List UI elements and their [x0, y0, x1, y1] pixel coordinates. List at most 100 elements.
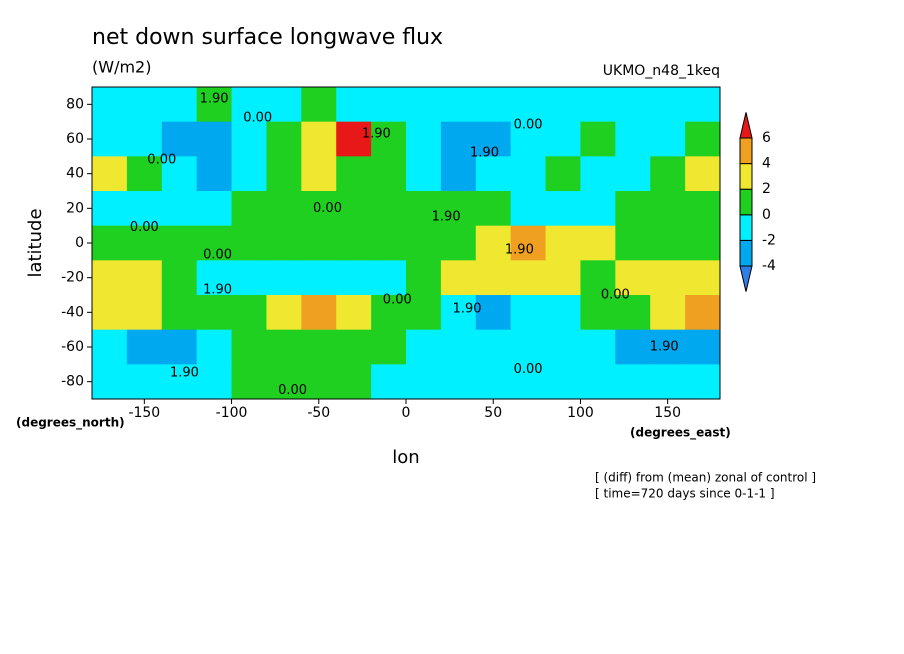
contour-cell [266, 364, 302, 400]
contour-cell [615, 121, 651, 157]
contour-cell [475, 295, 512, 331]
colorbar-label: 0 [762, 207, 771, 223]
contour-cell [615, 87, 651, 123]
contour-cell [92, 364, 128, 400]
contour-cell [301, 364, 337, 400]
contour-cell [650, 191, 686, 227]
contour-cell [580, 121, 616, 157]
contour-cell [196, 87, 233, 123]
x-tick-label: 0 [402, 405, 411, 421]
contour-label: 1.90 [362, 126, 391, 141]
subtitle: (W/m2) [92, 58, 151, 77]
colorbar-label: 6 [762, 130, 771, 146]
contour-cell [510, 329, 547, 365]
contour-cell [440, 329, 477, 365]
contour-cell [92, 87, 128, 123]
contour-label: 0.00 [514, 362, 543, 377]
contour-cell [580, 329, 616, 365]
contour-cell [371, 329, 407, 365]
contour-cell [196, 364, 233, 400]
colorbar-label: 2 [762, 181, 771, 197]
contour-cell [266, 191, 302, 227]
contour-cell [231, 121, 267, 157]
contour-cell [92, 295, 128, 331]
contour-label: 0.00 [383, 293, 412, 308]
contour-cell [406, 295, 442, 331]
contour-cell [336, 87, 372, 123]
x-tick-label: -150 [128, 405, 160, 421]
contour-cell [580, 156, 616, 192]
contour-cell [336, 260, 372, 296]
contour-cell [231, 260, 267, 296]
contour-cell [685, 329, 721, 365]
contour-cell [475, 87, 512, 123]
contour-cell [475, 329, 512, 365]
contour-cell [440, 121, 477, 157]
contour-cell [440, 364, 477, 400]
contour-cell [510, 87, 547, 123]
contour-cell [336, 364, 372, 400]
contour-label: 1.90 [505, 242, 534, 257]
contour-cell [475, 260, 512, 296]
contour-cell [92, 191, 128, 227]
x-tick-label: 150 [654, 405, 681, 421]
contour-cell [440, 191, 477, 227]
contour-cell [196, 225, 233, 261]
contour-cell [161, 329, 198, 365]
contour-cell [650, 121, 686, 157]
contour-cell [266, 156, 302, 192]
contour-cell [161, 364, 198, 400]
x-tick-label: -50 [307, 405, 330, 421]
x-tick-label: 100 [567, 405, 594, 421]
contour-label: 0.00 [514, 118, 543, 133]
contour-cell [685, 121, 721, 157]
note: [ (diff) from (mean) zonal of control ] [595, 471, 816, 485]
contour-cell [406, 260, 442, 296]
y-tick-label: 60 [66, 131, 84, 147]
contour-cell [650, 225, 686, 261]
contour-cell [266, 329, 302, 365]
contour-cell [545, 191, 581, 227]
contour-cell [126, 295, 163, 331]
colorbar-box [739, 214, 753, 241]
contour-cell [440, 295, 477, 331]
y-tick-label: -40 [61, 304, 84, 320]
contour-cell [371, 156, 407, 192]
contour-cell [406, 156, 442, 192]
colorbar-label: -4 [762, 258, 776, 274]
contour-cell [92, 121, 128, 157]
contour-cell [196, 191, 233, 227]
contour-label: 0.00 [203, 248, 232, 263]
contour-cell [545, 87, 581, 123]
contour-cell [231, 329, 267, 365]
contour-cell [231, 191, 267, 227]
contour-cell [545, 364, 581, 400]
contour-cell [685, 156, 721, 192]
contour-cell [266, 87, 302, 123]
contour-cell [301, 260, 337, 296]
contour-cell [406, 121, 442, 157]
contour-label: 0.00 [243, 111, 272, 126]
contour-cell [92, 156, 128, 192]
contour-cell [301, 121, 337, 157]
contour-cell [440, 225, 477, 261]
contour-label: 0.00 [601, 288, 630, 303]
contour-cell [615, 191, 651, 227]
contour-cell [580, 87, 616, 123]
contour-label: 0.00 [147, 152, 176, 167]
contour-cell [580, 260, 616, 296]
y-tick-label: 40 [66, 166, 84, 182]
contour-cell [406, 329, 442, 365]
contour-cell [615, 329, 651, 365]
contour-cell [406, 225, 442, 261]
contour-cell [371, 295, 407, 331]
contour-cell [650, 295, 686, 331]
contour-cell [510, 156, 547, 192]
y-tick-label: 20 [66, 200, 84, 216]
contour-cell [266, 295, 302, 331]
contour-label: 0.00 [313, 201, 342, 216]
contour-cell [685, 364, 721, 400]
contour-cell [406, 87, 442, 123]
contour-cell [161, 295, 198, 331]
